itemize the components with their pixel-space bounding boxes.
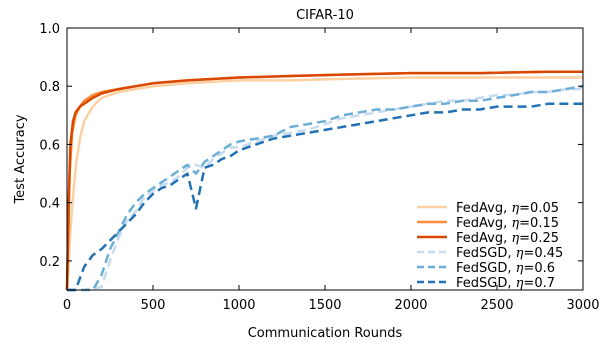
x-tick-label: 1500 <box>308 298 341 313</box>
x-tick-label: 500 <box>141 298 166 313</box>
legend-label-3: FedSGD, η=0.45 <box>456 246 563 261</box>
series-line-2 <box>65 70 583 291</box>
series-line-4 <box>67 84 584 292</box>
legend-eta-symbol: η <box>511 231 519 246</box>
x-tick-label: 2500 <box>480 298 513 313</box>
y-axis-title: Test Accuracy <box>13 114 28 204</box>
y-axis: 0.2 0.4 0.6 0.8 1.0 <box>39 22 583 270</box>
x-tick-label: 1000 <box>222 298 255 313</box>
legend-value: =0.6 <box>523 261 555 276</box>
y-tick-label: 0.8 <box>39 80 60 95</box>
legend-method: FedSGD, <box>456 276 516 291</box>
legend-value: =0.25 <box>519 231 559 246</box>
x-axis-title: Communication Rounds <box>248 326 403 341</box>
series-line-3 <box>67 87 583 292</box>
x-tick-label: 2000 <box>394 298 427 313</box>
chart-title: CIFAR-10 <box>296 8 354 23</box>
y-tick-label: 0.2 <box>39 255 60 270</box>
legend-value: =0.15 <box>519 216 559 231</box>
legend-method: FedAvg, <box>456 231 511 246</box>
series-line-5 <box>67 102 583 292</box>
legend-method: FedAvg, <box>456 201 511 216</box>
x-axis: 0 500 1000 1500 2000 2500 3000 <box>63 28 600 313</box>
y-tick-label: 0.4 <box>39 197 60 212</box>
legend-method: FedAvg, <box>456 216 511 231</box>
legend-value: =0.05 <box>519 201 559 216</box>
legend-label-4: FedSGD, η=0.6 <box>456 261 555 276</box>
y-tick-label: 1.0 <box>39 22 60 37</box>
legend-eta-symbol: η <box>511 201 519 216</box>
legend-value: =0.45 <box>523 246 563 261</box>
legend-eta-symbol: η <box>516 276 524 291</box>
x-tick-label: 0 <box>63 298 71 313</box>
legend-method: FedSGD, <box>456 261 516 276</box>
legend-label-5: FedSGD, η=0.7 <box>456 276 555 291</box>
legend-label-0: FedAvg, η=0.05 <box>456 201 559 216</box>
legend-eta-symbol: η <box>516 246 524 261</box>
legend-eta-symbol: η <box>511 216 519 231</box>
legend-label-1: FedAvg, η=0.15 <box>456 216 559 231</box>
legend-value: =0.7 <box>523 276 555 291</box>
legend-method: FedSGD, <box>456 246 516 261</box>
series-line-0 <box>65 76 583 291</box>
legend-label-2: FedAvg, η=0.25 <box>456 231 559 246</box>
plot-series <box>65 70 584 292</box>
legend-eta-symbol: η <box>516 261 524 276</box>
y-tick-label: 0.6 <box>39 138 60 153</box>
x-tick-label: 3000 <box>566 298 599 313</box>
